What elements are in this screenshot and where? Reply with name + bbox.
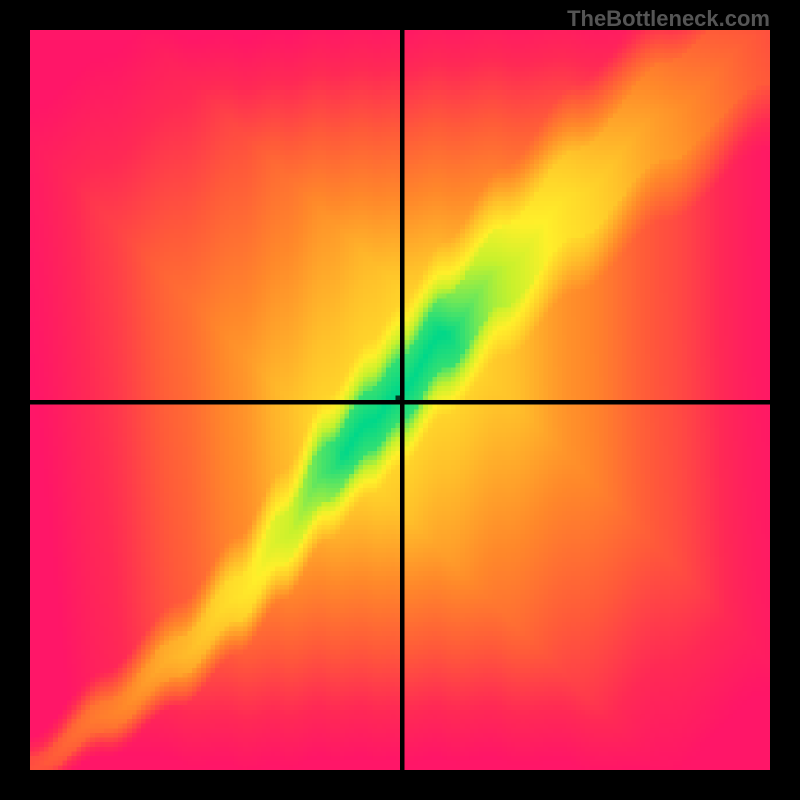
watermark-text: TheBottleneck.com (567, 6, 770, 32)
bottleneck-heatmap (30, 30, 770, 770)
